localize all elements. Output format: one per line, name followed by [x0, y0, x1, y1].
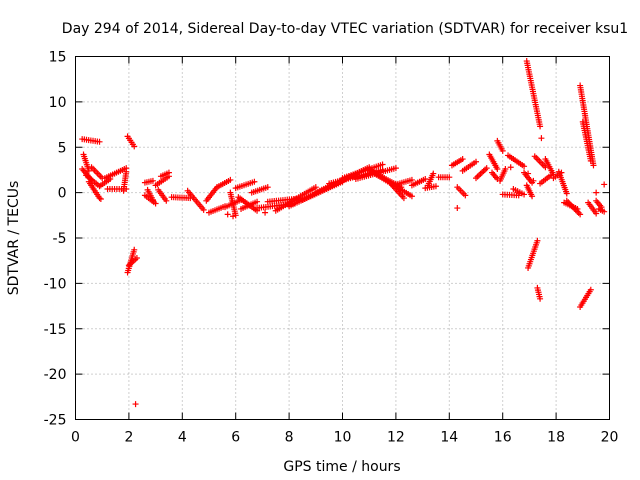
data-point: [483, 165, 490, 172]
data-point: [537, 123, 544, 130]
data-point: [593, 210, 600, 217]
data-point: [232, 212, 239, 219]
data-point: [264, 184, 271, 191]
data-point: [521, 163, 528, 170]
data-point: [530, 177, 537, 184]
x-tick-label: 20: [601, 430, 619, 446]
data-point: [590, 162, 597, 169]
data-point: [499, 147, 506, 154]
data-point: [515, 192, 522, 199]
data-point: [577, 211, 584, 218]
data-point: [392, 165, 399, 172]
y-tick-label: -25: [44, 413, 67, 429]
data-point: [149, 196, 156, 203]
y-tick-label: -20: [44, 367, 67, 383]
data-point: [534, 237, 541, 244]
data-point: [132, 401, 139, 408]
data-point: [525, 170, 532, 177]
data-point: [454, 205, 461, 212]
x-tick-label: 8: [285, 430, 294, 446]
data-point: [312, 184, 319, 191]
x-tick-label: 2: [124, 430, 133, 446]
data-point: [446, 174, 453, 181]
x-tick-label: 18: [547, 430, 565, 446]
data-point: [96, 183, 103, 190]
data-point: [200, 206, 207, 213]
data-point: [133, 254, 140, 261]
y-tick-label: 15: [49, 50, 67, 66]
x-tick-label: 16: [494, 430, 512, 446]
data-point: [563, 190, 570, 197]
data-point: [473, 158, 479, 165]
data-point: [152, 200, 159, 207]
data-point: [459, 156, 466, 163]
data-point: [507, 164, 514, 171]
x-tick-label: 0: [71, 430, 80, 446]
data-point: [502, 166, 509, 173]
y-tick-label: 10: [49, 95, 67, 111]
data-point: [593, 189, 600, 196]
y-tick-label: 5: [58, 140, 67, 156]
y-tick-label: -15: [44, 322, 67, 338]
x-tick-label: 12: [387, 430, 405, 446]
data-point: [408, 193, 415, 200]
data-point: [262, 209, 269, 216]
x-axis-title: GPS time / hours: [283, 459, 400, 475]
data-point: [529, 193, 536, 200]
data-point: [230, 213, 237, 220]
data-point: [224, 211, 231, 218]
data-point: [587, 157, 594, 164]
data-point: [254, 198, 261, 205]
data-point: [400, 195, 407, 202]
y-tick-label: -5: [53, 231, 67, 247]
grid: [75, 56, 610, 420]
x-tick-label: 4: [178, 430, 187, 446]
plot-frame: [75, 56, 610, 420]
data-point: [96, 195, 103, 202]
data-point: [123, 168, 130, 175]
data-point: [149, 177, 156, 184]
x-tick-label: 10: [334, 430, 352, 446]
y-axis-title: SDTVAR / TECUs: [6, 181, 22, 296]
data-point: [97, 195, 104, 202]
data-point: [537, 295, 544, 302]
data-points: [79, 58, 608, 408]
data-point: [430, 170, 437, 177]
y-tick-label: 0: [58, 186, 67, 202]
data-point: [462, 192, 469, 199]
data-point: [432, 183, 439, 190]
data-point: [538, 135, 545, 142]
data-point: [165, 173, 172, 180]
data-point: [408, 176, 415, 183]
data-point: [521, 191, 528, 198]
chart-title: Day 294 of 2014, Sidereal Day-to-day VTE…: [62, 21, 628, 37]
data-point: [379, 161, 386, 168]
y-tick-label: -10: [44, 276, 67, 292]
x-tick-label: 6: [231, 430, 240, 446]
data-point: [85, 167, 92, 174]
data-point: [494, 166, 501, 173]
data-point: [601, 181, 608, 188]
data-point: [131, 246, 138, 253]
x-tick-label: 14: [440, 430, 458, 446]
data-point: [131, 143, 138, 150]
data-point: [587, 286, 594, 293]
data-point: [163, 197, 170, 204]
data-point: [601, 208, 608, 215]
data-point: [227, 176, 234, 183]
data-point: [96, 138, 103, 145]
data-point: [251, 178, 258, 185]
data-point: [422, 176, 429, 183]
